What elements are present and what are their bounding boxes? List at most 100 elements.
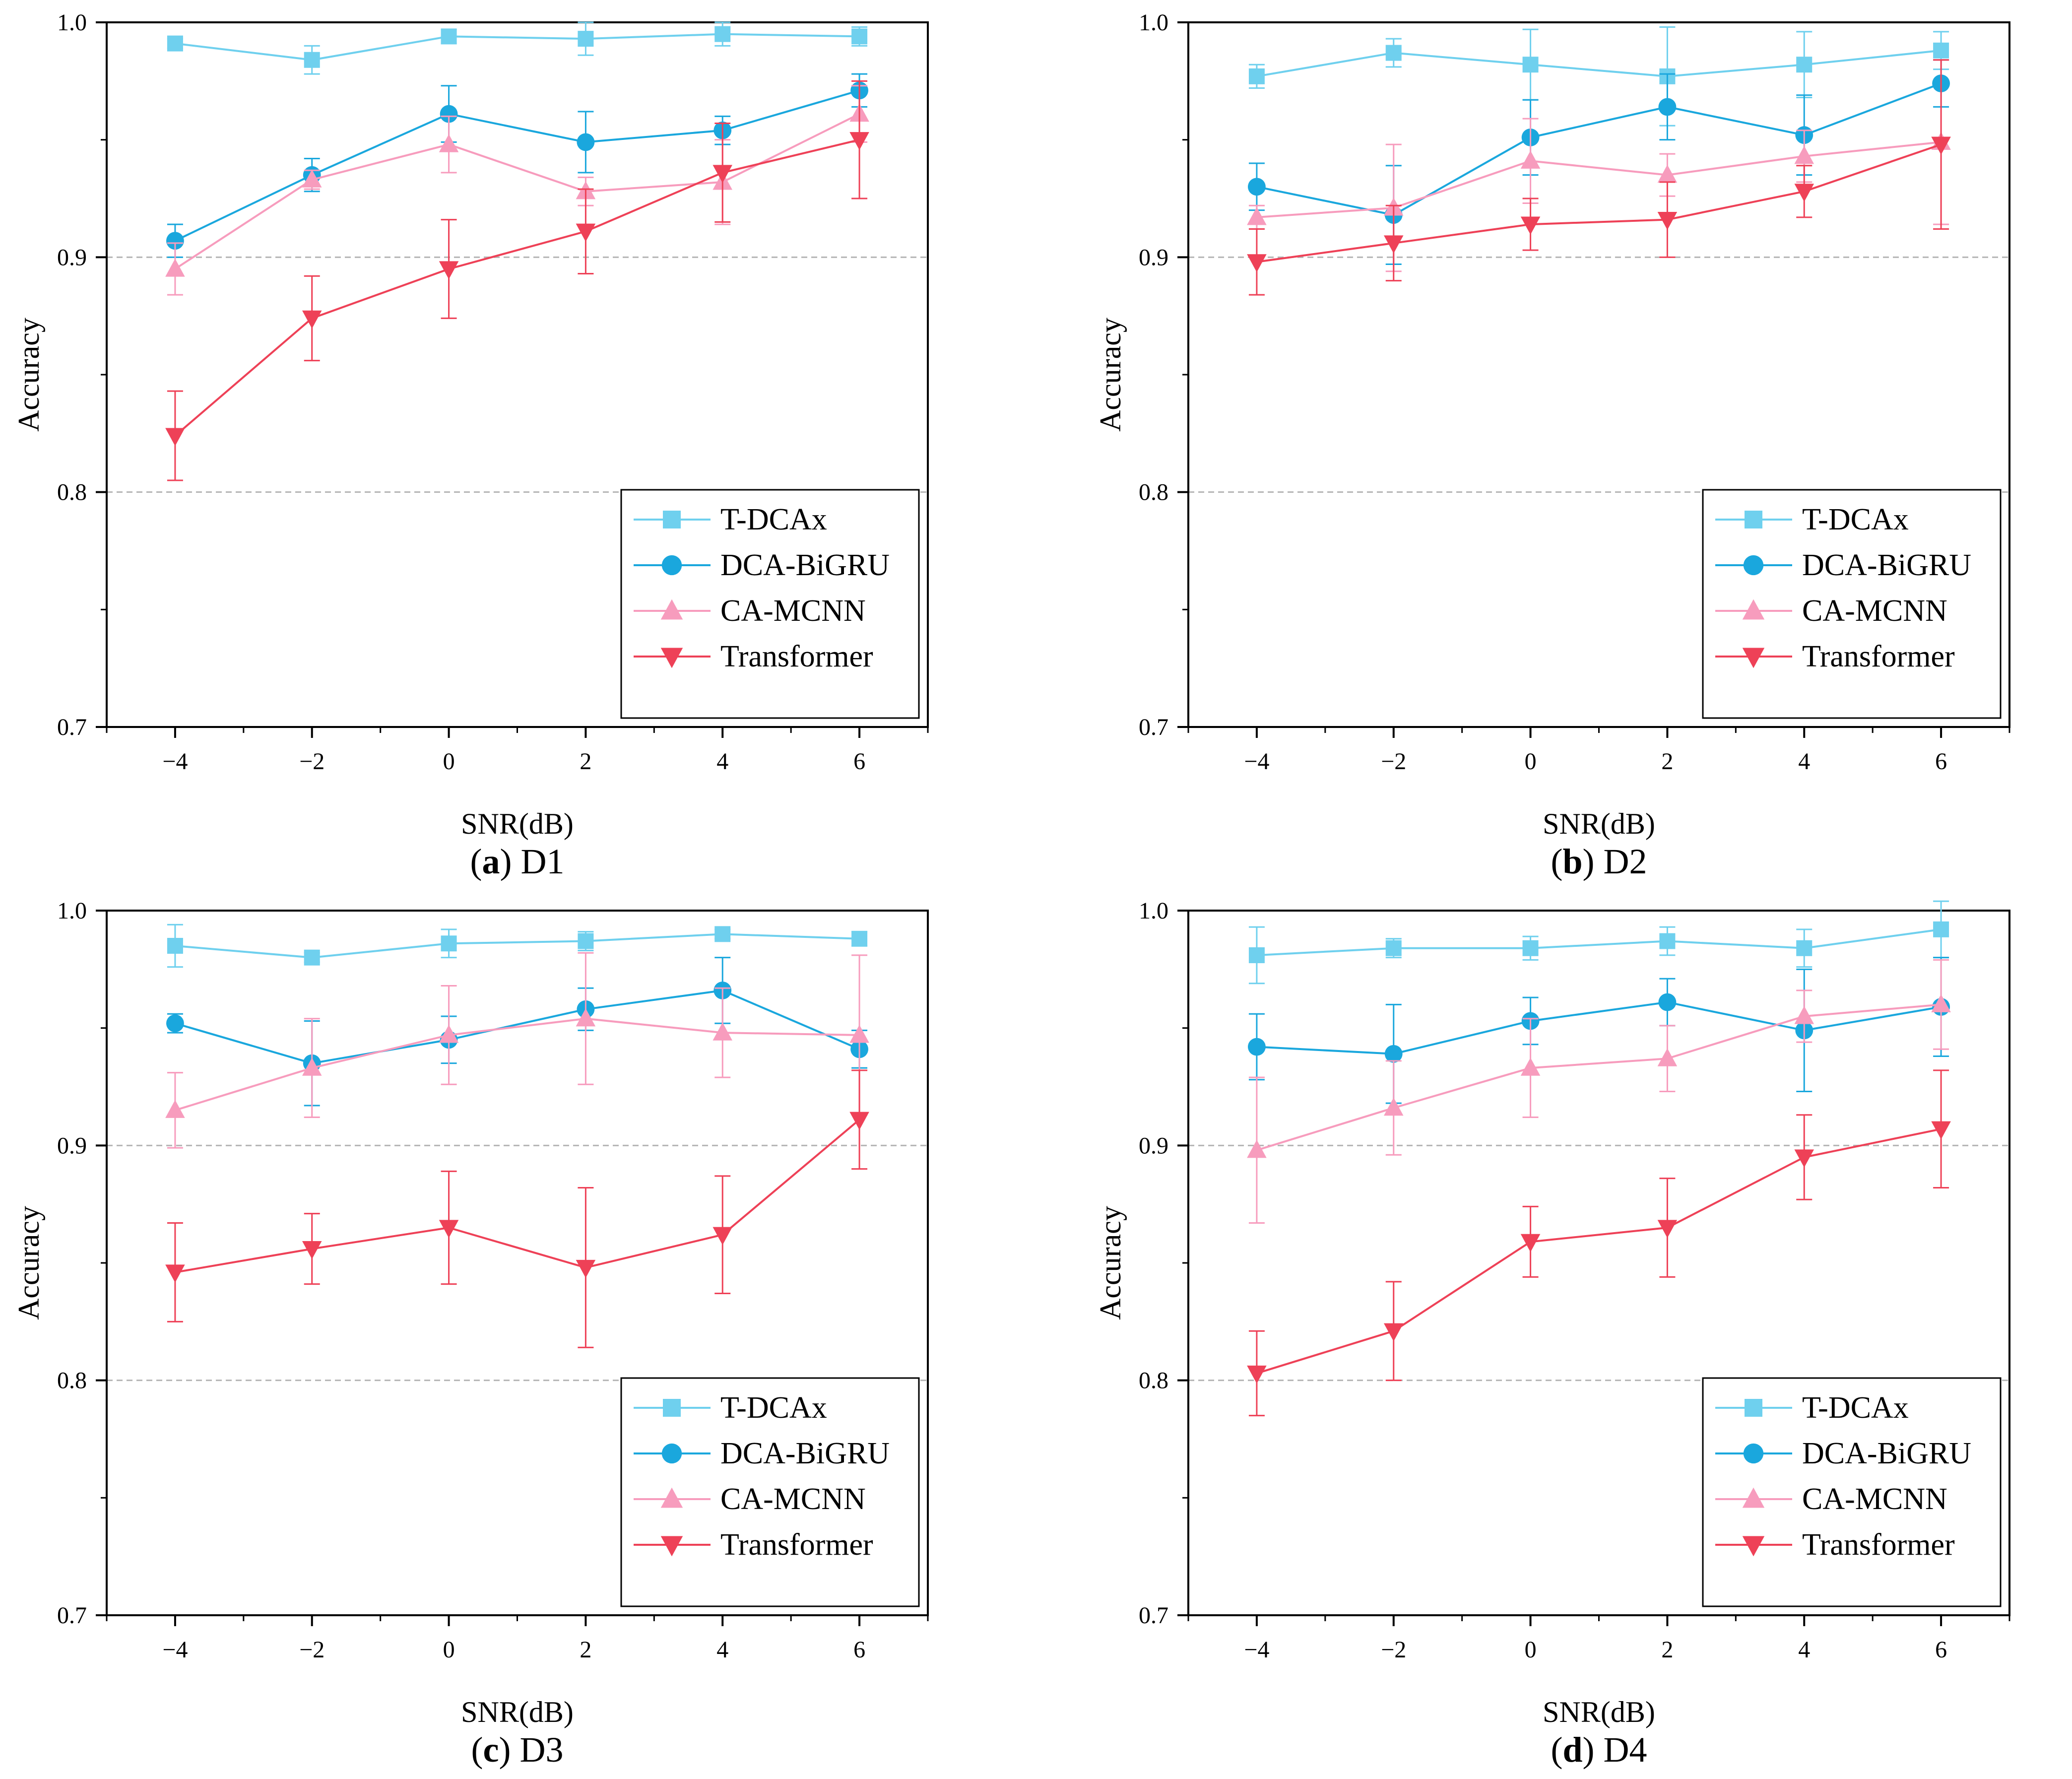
x-tick-label: −2 <box>299 1637 324 1663</box>
data-point <box>1796 940 1813 956</box>
data-point <box>440 105 458 123</box>
data-point <box>167 938 183 954</box>
data-point <box>1383 1097 1404 1116</box>
caption-letter-bold: b <box>1562 842 1582 881</box>
x-tick-label: 2 <box>580 748 591 775</box>
y-tick-label: 0.8 <box>1139 479 1168 506</box>
legend-marker <box>1745 1399 1762 1417</box>
y-axis-label: Accuracy <box>12 1206 45 1320</box>
data-point <box>1657 164 1678 183</box>
data-point <box>1658 98 1677 116</box>
y-tick-label: 1.0 <box>1139 898 1168 924</box>
data-point <box>165 1264 185 1283</box>
legend-label: T-DCAx <box>720 1391 827 1425</box>
series-line <box>175 1119 860 1273</box>
caption-letter: ( <box>1551 842 1562 881</box>
data-point <box>1520 150 1541 169</box>
caption-letter-close: ) <box>499 1730 519 1770</box>
y-tick-label: 1.0 <box>1139 9 1168 36</box>
caption-text: D4 <box>1604 1730 1647 1770</box>
y-tick-label: 0.7 <box>1139 1602 1168 1629</box>
legend-marker <box>1742 599 1765 620</box>
panel-caption: (a) D1 <box>470 842 565 881</box>
x-tick-label: −4 <box>1244 748 1269 775</box>
x-axis-label: SNR(dB) <box>1543 807 1655 840</box>
legend-marker <box>660 648 683 668</box>
chart-panel-b: −4 −2 0 2 4 6 0.7 0.8 0.9 1.0 SNR(dB) Accuracy (b) D… <box>1082 0 2072 891</box>
caption-letter: ( <box>470 842 482 881</box>
y-tick-label: 0.8 <box>57 1368 87 1394</box>
x-tick-label: 0 <box>1525 748 1537 775</box>
y-tick-label: 0.8 <box>57 479 87 506</box>
x-tick-label: 4 <box>716 748 728 775</box>
data-point <box>1247 254 1267 272</box>
y-axis-label: Accuracy <box>1094 1206 1127 1320</box>
y-tick-label: 0.7 <box>57 714 87 740</box>
data-point <box>851 930 868 947</box>
series-line <box>174 113 860 270</box>
data-point <box>1385 45 1402 61</box>
data-point <box>1247 1365 1267 1384</box>
x-tick-label: 6 <box>853 748 865 775</box>
y-tick-label: 0.9 <box>1139 1132 1168 1159</box>
x-tick-label: −4 <box>1244 1637 1269 1663</box>
legend-label: T-DCAx <box>1802 503 1909 536</box>
legend-marker <box>663 511 681 528</box>
legend-label: CA-MCNN <box>1802 594 1947 628</box>
data-point <box>1247 207 1267 225</box>
x-tick-label: −2 <box>299 748 324 775</box>
x-tick-label: 2 <box>1661 748 1673 775</box>
x-axis-label: SNR(dB) <box>461 807 574 840</box>
data-point <box>302 1241 322 1259</box>
legend-label: DCA-BiGRU <box>1802 1437 1971 1470</box>
chart-panel-d: −4 −2 0 2 4 6 0.7 0.8 0.9 1.0 SNR(dB) Accuracy (d) D… <box>1082 888 2072 1779</box>
data-point <box>1520 1057 1541 1076</box>
caption-letter-bold: a <box>482 842 500 881</box>
caption-letter: ( <box>471 1730 483 1770</box>
series-line <box>1256 1128 1942 1375</box>
data-point <box>166 1014 184 1033</box>
y-tick-label: 0.7 <box>57 1602 87 1629</box>
y-axis-label: Accuracy <box>1094 318 1127 432</box>
data-point <box>1520 216 1541 235</box>
caption-letter-close: ) <box>1583 842 1604 881</box>
data-point <box>1931 994 1951 1012</box>
caption-letter: ( <box>1551 1730 1562 1770</box>
y-tick-label: 0.9 <box>57 244 87 270</box>
legend-marker <box>660 599 683 620</box>
data-point <box>1522 940 1539 956</box>
series-line <box>175 33 860 61</box>
chart-svg: −4 −2 0 2 4 6 0.7 0.8 0.9 1.0 SNR(dB) Accuracy (b) D… <box>1094 9 2010 881</box>
data-point <box>1247 1038 1266 1056</box>
y-tick-label: 0.8 <box>1139 1368 1168 1394</box>
series-line <box>1256 1001 1942 1055</box>
data-point <box>439 1025 459 1043</box>
data-point <box>1794 1006 1814 1024</box>
x-tick-label: −4 <box>162 1637 188 1663</box>
data-point <box>439 134 459 152</box>
data-point <box>1385 940 1402 956</box>
x-tick-label: −2 <box>1381 1637 1406 1663</box>
series-line <box>174 138 860 437</box>
chart-svg: −4 −2 0 2 4 6 0.7 0.8 0.9 1.0 SNR(dB) Accuracy (a) D… <box>12 9 929 881</box>
y-tick-label: 0.9 <box>1139 244 1168 270</box>
data-point <box>304 52 320 68</box>
legend-label: T-DCAx <box>720 503 827 536</box>
data-point <box>441 28 457 45</box>
caption-text: D1 <box>520 842 564 881</box>
data-point <box>1794 146 1814 164</box>
caption-text: D3 <box>519 1730 563 1770</box>
data-point <box>165 428 185 446</box>
legend-label: CA-MCNN <box>1802 1482 1947 1516</box>
chart-panel-c: −4 −2 0 2 4 6 0.7 0.8 0.9 1.0 SNR(dB) Accuracy (c) D… <box>0 888 992 1779</box>
x-tick-label: 0 <box>443 1637 455 1663</box>
legend-label: DCA-BiGRU <box>1802 548 1971 582</box>
data-point <box>1522 57 1539 73</box>
x-tick-label: 0 <box>1525 1637 1537 1663</box>
data-point <box>578 933 594 949</box>
data-point <box>1247 178 1266 196</box>
data-point <box>714 26 731 42</box>
y-axis-label: Accuracy <box>12 318 45 432</box>
data-point <box>1657 212 1678 230</box>
chart-svg: −4 −2 0 2 4 6 0.7 0.8 0.9 1.0 SNR(dB) Accuracy (d) D… <box>1094 898 2010 1770</box>
